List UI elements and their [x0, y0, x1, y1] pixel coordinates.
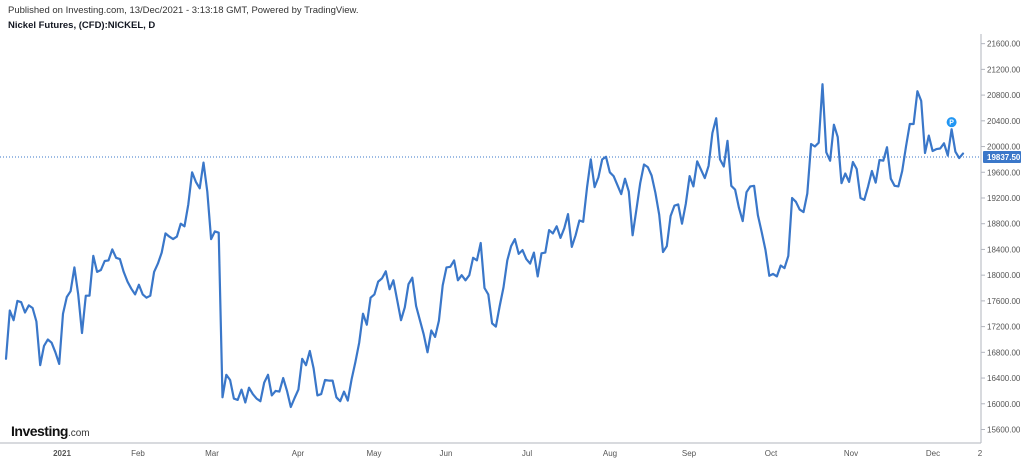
- time-tick-label: Aug: [603, 449, 617, 458]
- price-tick-label: 17600.00: [987, 297, 1021, 306]
- time-tick-label: Dec: [926, 449, 940, 458]
- price-tick-label: 21200.00: [987, 65, 1021, 74]
- time-tick-label: Apr: [292, 449, 305, 458]
- price-tick-label: 20000.00: [987, 143, 1021, 152]
- last-price-badge: 19837.50: [983, 150, 1021, 163]
- time-tick-label: Nov: [844, 449, 858, 458]
- price-tick-label: 19200.00: [987, 194, 1021, 203]
- price-tick-label: 17200.00: [987, 323, 1021, 332]
- published-note: Published on Investing.com, 13/Dec/2021 …: [8, 5, 359, 16]
- chart-title: Nickel Futures, (CFD):NICKEL, D: [8, 20, 156, 31]
- price-tick-label: 18000.00: [987, 271, 1021, 280]
- price-tick-label: 16400.00: [987, 374, 1021, 383]
- time-ticks: 2021 Feb Mar Apr May Jun Jul Aug Sep Oct Nov Dec 2: [53, 449, 983, 458]
- time-tick-label: Jun: [440, 449, 453, 458]
- price-tick-label: 18800.00: [987, 220, 1021, 229]
- price-tick-label: 15600.00: [987, 425, 1021, 434]
- price-tick-label: 19600.00: [987, 168, 1021, 177]
- marker-label: P: [949, 120, 954, 127]
- price-tick-label: 18400.00: [987, 245, 1021, 254]
- time-tick-label: Feb: [131, 449, 145, 458]
- logo-main: Investing: [11, 423, 68, 439]
- marker-circle[interactable]: [945, 116, 958, 129]
- price-tick-label: 20800.00: [987, 91, 1021, 100]
- event-marker[interactable]: P: [945, 116, 958, 129]
- time-tick-label: Jul: [522, 449, 532, 458]
- time-tick-label: May: [366, 449, 381, 458]
- investing-logo[interactable]: Investing.com: [11, 423, 90, 439]
- price-tick-label: 16800.00: [987, 348, 1021, 357]
- price-ticks: 15600.00 16000.00 16400.00 16800.00 17200.00…: [981, 40, 1021, 434]
- price-tick-label: 21600.00: [987, 40, 1021, 49]
- time-tick-label: Oct: [765, 449, 778, 458]
- last-price-box: [983, 150, 1021, 163]
- logo-suffix: .com: [67, 428, 90, 439]
- price-line: [4, 83, 965, 409]
- last-price-label: 19837.50: [987, 153, 1021, 162]
- time-tick-label: Mar: [205, 449, 219, 458]
- price-tick-label: 20400.00: [987, 117, 1021, 126]
- time-tick-label: 2: [978, 449, 983, 458]
- time-tick-label: 2021: [53, 449, 71, 458]
- price-tick-label: 16000.00: [987, 400, 1021, 409]
- time-tick-label: Sep: [682, 449, 697, 458]
